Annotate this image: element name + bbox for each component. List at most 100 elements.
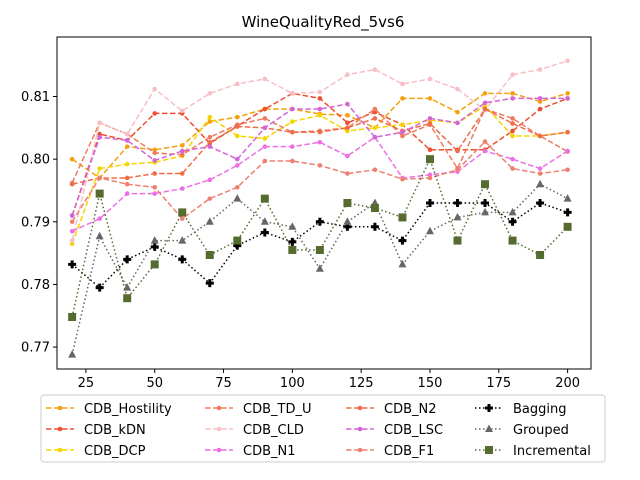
- data-point-cdb-kdn: [152, 111, 158, 116]
- legend-entry-grouped: Grouped: [475, 423, 569, 438]
- data-point-cdb-n1: [207, 177, 213, 183]
- legend-marker: [216, 447, 222, 453]
- data-point-cdb-kdn: [427, 147, 433, 153]
- data-point-cdb-dcp: [510, 133, 515, 139]
- data-point-cdb-hostility: [179, 143, 185, 148]
- data-point-cdb-f1: [124, 181, 130, 187]
- axes-frame: [56, 36, 592, 370]
- data-point-bagging: [68, 260, 77, 269]
- data-point-bagging: [205, 279, 214, 288]
- data-point-cdb-lsc: [262, 125, 268, 131]
- data-point-cdb-dcp: [290, 119, 295, 124]
- data-point-cdb-cld: [400, 81, 405, 87]
- data-point-grouped: [150, 236, 159, 244]
- data-point-cdb-n2: [345, 125, 350, 131]
- data-point-cdb-td-u: [207, 134, 213, 140]
- data-point-cdb-hostility: [510, 91, 515, 96]
- data-point-cdb-f1: [565, 167, 570, 173]
- x-tick-label: 75: [215, 376, 232, 391]
- data-point-cdb-n1: [290, 144, 295, 149]
- data-point-bagging: [288, 237, 297, 246]
- data-point-cdb-f1: [510, 166, 515, 171]
- legend-marker: [57, 426, 63, 432]
- data-point-bagging: [481, 199, 490, 207]
- data-point-cdb-n2: [207, 139, 213, 145]
- x-tick-label: 150: [418, 376, 443, 391]
- data-point-grouped: [398, 259, 407, 268]
- data-point-grouped: [481, 207, 490, 216]
- data-point-cdb-n1: [510, 156, 515, 162]
- data-point-incremental: [288, 245, 297, 254]
- legend-label: CDB_F1: [384, 444, 434, 459]
- data-point-cdb-cld: [152, 86, 158, 92]
- legend-entry-bagging: Bagging: [475, 402, 567, 417]
- data-point-cdb-f1: [455, 167, 460, 173]
- data-point-cdb-n1: [345, 153, 350, 159]
- data-point-cdb-n2: [290, 129, 295, 135]
- data-point-cdb-hostility: [234, 114, 240, 120]
- data-point-cdb-n1: [317, 139, 323, 145]
- y-tick-label: 0.78: [21, 278, 50, 293]
- legend-marker: [357, 405, 363, 411]
- data-point-grouped: [205, 217, 214, 225]
- legend-entry-cdb-cld: CDB_CLD: [205, 423, 304, 438]
- data-point-cdb-n2: [427, 121, 433, 126]
- data-point-cdb-hostility: [427, 96, 433, 101]
- y-tick-label: 0.80: [21, 153, 50, 168]
- legend-box: [40, 394, 606, 463]
- data-point-cdb-n2: [482, 106, 488, 112]
- data-point-bagging: [150, 242, 159, 251]
- legend-label: CDB_Hostility: [84, 402, 172, 417]
- legend-label: CDB_N2: [384, 402, 437, 417]
- data-point-cdb-cld: [565, 58, 570, 64]
- data-point-incremental: [425, 155, 434, 164]
- data-point-grouped: [178, 236, 187, 244]
- legend-marker: [216, 405, 222, 411]
- data-point-cdb-n1: [565, 148, 570, 154]
- series-line-cdb-td-u: [71, 108, 568, 184]
- data-point-cdb-cld: [317, 89, 323, 95]
- data-point-grouped: [425, 226, 434, 235]
- data-point-bagging: [315, 217, 324, 226]
- data-point-cdb-hostility: [207, 119, 213, 124]
- data-point-grouped: [288, 222, 297, 230]
- legend-entry-cdb-lsc: CDB_LSC: [346, 423, 443, 438]
- data-point-cdb-cld: [69, 238, 75, 243]
- data-point-cdb-n2: [69, 181, 75, 187]
- y-tick-label: 0.79: [21, 215, 50, 230]
- data-point-bagging: [178, 255, 187, 264]
- x-tick-label: 100: [280, 376, 305, 391]
- data-point-cdb-dcp: [97, 166, 102, 171]
- data-point-cdb-n1: [152, 191, 158, 196]
- data-point-cdb-td-u: [400, 133, 405, 139]
- legend-entry-cdb-dcp: CDB_DCP: [46, 444, 146, 459]
- data-point-cdb-dcp: [207, 114, 213, 120]
- data-point-cdb-cld: [427, 76, 433, 82]
- data-point-cdb-td-u: [262, 116, 268, 121]
- data-point-cdb-n1: [124, 191, 130, 196]
- data-point-cdb-n2: [152, 171, 158, 176]
- legend: CDB_Hostility CDB_kDN CDB_DCP CDB_TD_U CDB_C…: [40, 394, 606, 463]
- legend-label: CDB_DCP: [84, 444, 146, 459]
- data-point-cdb-hostility: [345, 113, 350, 118]
- data-point-cdb-n1: [262, 144, 268, 149]
- data-point-cdb-n1: [234, 163, 240, 168]
- data-point-incremental: [178, 208, 187, 217]
- data-point-incremental: [453, 236, 462, 245]
- data-point-cdb-hostility: [565, 91, 570, 96]
- legend-entry-cdb-hostility: CDB_Hostility: [46, 402, 172, 417]
- series-cdb-f1: [69, 139, 570, 225]
- data-point-incremental: [508, 236, 517, 245]
- data-point-cdb-dcp: [317, 113, 323, 118]
- data-point-cdb-lsc: [427, 116, 433, 121]
- legend-label: CDB_N1: [243, 444, 296, 459]
- data-point-bagging: [398, 236, 407, 245]
- data-point-grouped: [453, 212, 462, 221]
- data-point-cdb-td-u: [152, 150, 158, 156]
- data-point-cdb-lsc: [97, 134, 102, 140]
- data-point-cdb-td-u: [179, 152, 185, 158]
- data-point-cdb-lsc: [317, 106, 323, 112]
- data-point-grouped: [508, 207, 517, 216]
- data-point-cdb-lsc: [124, 138, 130, 143]
- data-point-cdb-f1: [345, 171, 350, 176]
